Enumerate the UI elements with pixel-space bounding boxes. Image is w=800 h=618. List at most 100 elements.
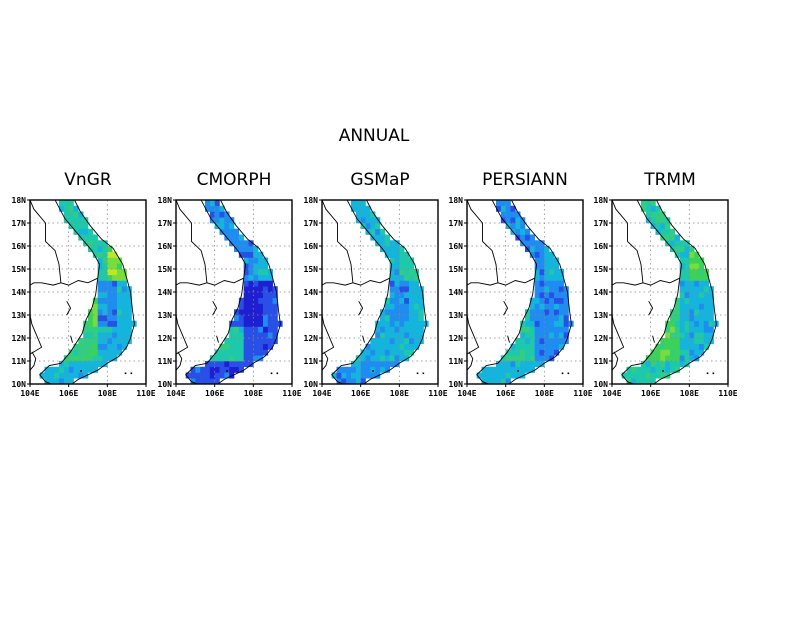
coastline bbox=[621, 200, 717, 384]
rain-cell bbox=[253, 292, 259, 299]
rain-cell bbox=[248, 280, 254, 287]
rain-cell bbox=[660, 355, 666, 362]
rain-cell bbox=[63, 200, 69, 207]
rain-cell bbox=[341, 378, 347, 384]
rain-cell bbox=[544, 274, 550, 281]
rain-cell bbox=[258, 263, 264, 270]
rain-cell bbox=[404, 269, 410, 276]
rain-cell bbox=[409, 343, 415, 350]
lon-tick-label: 106E bbox=[59, 389, 78, 398]
rain-cell bbox=[121, 343, 127, 350]
rain-cell bbox=[505, 361, 511, 368]
rain-cell bbox=[68, 355, 74, 362]
rain-cell bbox=[413, 292, 419, 299]
rain-cell bbox=[394, 269, 400, 276]
rain-cell bbox=[375, 349, 381, 356]
rain-cell bbox=[126, 303, 132, 310]
rain-cell bbox=[674, 320, 680, 327]
rain-cell bbox=[117, 257, 123, 264]
rain-cell bbox=[97, 274, 103, 281]
rain-cell bbox=[699, 269, 705, 276]
rain-cell bbox=[389, 274, 395, 281]
rain-cell bbox=[107, 303, 113, 310]
rain-cell bbox=[674, 343, 680, 350]
rain-cell bbox=[510, 372, 516, 379]
rain-cell bbox=[224, 372, 230, 379]
rain-cell bbox=[78, 228, 84, 235]
rain-cell bbox=[645, 205, 651, 212]
rain-cell bbox=[267, 332, 273, 339]
rain-cell bbox=[549, 297, 555, 304]
rain-cell bbox=[665, 228, 671, 235]
rain-cell bbox=[272, 297, 278, 304]
rain-cell bbox=[684, 303, 690, 310]
rain-cell bbox=[520, 349, 526, 356]
rain-cell bbox=[670, 315, 676, 322]
rain-cell bbox=[409, 303, 415, 310]
rain-cell bbox=[689, 274, 695, 281]
island bbox=[567, 372, 570, 375]
lat-tick-label: 18N bbox=[594, 196, 609, 205]
rain-cell bbox=[389, 309, 395, 316]
rain-cell bbox=[370, 355, 376, 362]
rain-cell bbox=[267, 326, 273, 333]
rain-cell bbox=[558, 338, 564, 345]
rain-cell bbox=[243, 274, 249, 281]
rain-cell bbox=[684, 263, 690, 270]
rain-cell bbox=[214, 200, 220, 207]
rain-cell bbox=[97, 269, 103, 276]
rain-cell bbox=[505, 217, 511, 224]
rain-cell bbox=[641, 366, 647, 373]
rain-cell bbox=[112, 326, 118, 333]
rain-cell bbox=[200, 366, 206, 373]
lat-tick-label: 13N bbox=[158, 311, 173, 320]
rain-cell bbox=[107, 326, 113, 333]
rain-cell bbox=[214, 355, 220, 362]
rain-cell bbox=[365, 349, 371, 356]
rain-cell bbox=[97, 320, 103, 327]
rain-cell bbox=[248, 315, 254, 322]
rain-cell bbox=[404, 286, 410, 293]
rain-cell bbox=[694, 280, 700, 287]
rain-cell bbox=[703, 338, 709, 345]
rain-cell bbox=[399, 338, 405, 345]
lat-tick-label: 17N bbox=[12, 219, 27, 228]
rain-cell bbox=[529, 326, 535, 333]
rain-cell bbox=[272, 332, 278, 339]
rain-cell bbox=[258, 326, 264, 333]
rain-cell bbox=[102, 274, 108, 281]
rain-cell bbox=[258, 343, 264, 350]
rain-cell bbox=[694, 315, 700, 322]
rain-cell bbox=[520, 217, 526, 224]
rain-cell bbox=[674, 366, 680, 373]
rain-cell bbox=[263, 303, 269, 310]
rain-cell bbox=[190, 366, 196, 373]
rain-cell bbox=[267, 280, 273, 287]
rain-cell bbox=[126, 286, 132, 293]
rain-cell bbox=[645, 211, 651, 218]
rain-cell bbox=[39, 372, 45, 379]
rain-cell bbox=[539, 315, 545, 322]
lat-tick-label: 11N bbox=[12, 357, 27, 366]
rain-cell bbox=[355, 378, 361, 384]
rain-cell bbox=[539, 246, 545, 253]
rain-cell bbox=[263, 297, 269, 304]
rain-cell bbox=[703, 303, 709, 310]
rain-cell bbox=[558, 274, 564, 281]
rain-cell bbox=[684, 274, 690, 281]
rain-cell bbox=[380, 240, 386, 247]
rain-cell bbox=[404, 320, 410, 327]
rain-cell bbox=[209, 205, 215, 212]
lon-tick-label: 106E bbox=[351, 389, 370, 398]
lat-tick-label: 17N bbox=[449, 219, 464, 228]
rain-cell bbox=[679, 257, 685, 264]
rain-cell bbox=[554, 297, 560, 304]
rain-cell bbox=[360, 205, 366, 212]
rain-cell bbox=[413, 280, 419, 287]
rain-cell bbox=[263, 280, 269, 287]
rain-cell bbox=[83, 320, 89, 327]
rain-cell bbox=[399, 326, 405, 333]
rain-cell bbox=[267, 286, 273, 293]
rain-cell bbox=[558, 343, 564, 350]
rain-cell bbox=[684, 326, 690, 333]
